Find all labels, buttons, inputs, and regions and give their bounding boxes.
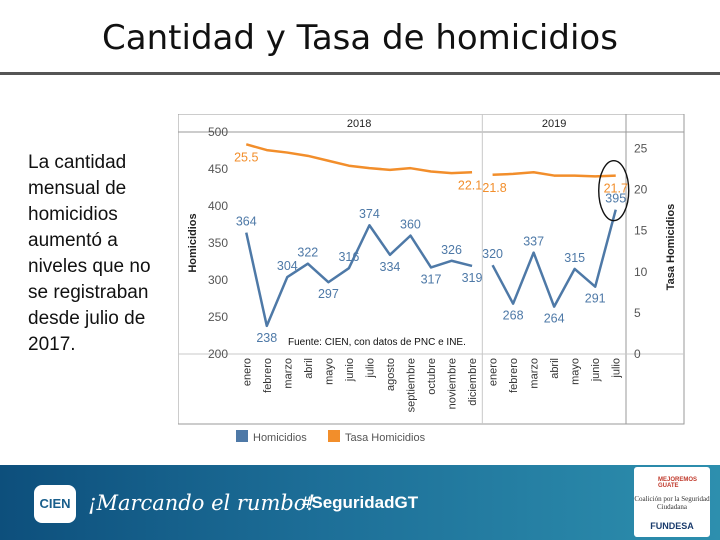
data-label-homicidios: 316 [338, 250, 359, 264]
year-label-2019: 2019 [542, 118, 566, 130]
legend-swatch [236, 430, 248, 442]
x-tick-label: junio [344, 358, 356, 382]
x-tick-label: enero [488, 358, 500, 386]
x-tick-label: octubre [426, 358, 438, 395]
data-label-homicidios: 360 [400, 218, 421, 232]
data-label-homicidios: 326 [441, 243, 462, 257]
data-label-homicidios: 322 [297, 246, 318, 260]
hashtag: #SeguridadGT [301, 493, 419, 512]
data-label-homicidios: 364 [236, 215, 257, 229]
x-tick-label: mayo [323, 358, 335, 385]
data-label-homicidios: 297 [318, 287, 339, 301]
x-tick-label: septiembre [405, 358, 417, 412]
x-tick-label: marzo [282, 358, 294, 389]
data-label-homicidios: 334 [380, 260, 401, 274]
y2-tick-label: 20 [634, 183, 648, 197]
y2-tick-label: 10 [634, 265, 648, 279]
data-label-homicidios: 337 [523, 235, 544, 249]
x-tick-label: marzo [529, 358, 541, 389]
x-tick-label: febrero [262, 358, 274, 393]
data-label-tasa-homicidios: 25.5 [234, 150, 258, 164]
series-line-homicidios [245, 223, 473, 328]
data-label-homicidios: 320 [482, 247, 503, 261]
x-tick-label: agosto [385, 358, 397, 391]
y2-axis-title: Tasa Homicidios [665, 204, 677, 291]
data-label-homicidios: 317 [421, 272, 442, 286]
footer-banner: CIEN ¡Marcando el rumbo! #SeguridadGT ME… [0, 465, 720, 540]
x-tick-label: diciembre [467, 358, 479, 406]
y-tick-label: 350 [208, 236, 228, 250]
fundesa-label: FUNDESA [650, 521, 694, 531]
cien-logo: CIEN [34, 485, 76, 523]
y-tick-label: 300 [208, 273, 228, 287]
y2-tick-label: 15 [634, 224, 648, 238]
y-axis-title: Homicidios [187, 213, 199, 272]
data-label-homicidios: 315 [564, 251, 585, 265]
title-divider [0, 72, 720, 75]
y-tick-label: 200 [208, 347, 228, 361]
series-line-tasa-homicidios [245, 143, 473, 175]
x-tick-label: noviembre [447, 358, 459, 409]
data-label-tasa-homicidios: 22.1 [458, 178, 482, 192]
series-line-tasa-homicidios [492, 171, 616, 178]
y-tick-label: 250 [208, 310, 228, 324]
data-label-homicidios: 319 [462, 271, 483, 285]
x-tick-label: febrero [508, 358, 520, 393]
x-tick-label: mayo [570, 358, 582, 385]
x-tick-label: enero [241, 358, 253, 386]
legend-label: Tasa Homicidios [345, 432, 426, 444]
data-label-homicidios: 304 [277, 259, 298, 273]
year-label-2018: 2018 [347, 118, 371, 130]
mejoremos-guate-label: MEJOREMOS GUATE [658, 477, 698, 489]
y2-tick-label: 0 [634, 347, 641, 361]
highlight-ellipse [598, 159, 630, 222]
data-label-homicidios: 264 [544, 312, 565, 326]
y2-tick-label: 5 [634, 306, 641, 320]
partner-logo-box: MEJOREMOS GUATE Coalición por la Segurid… [634, 467, 710, 537]
source-note: Fuente: CIEN, con datos de PNC e INE. [288, 337, 466, 348]
legend-label: Homicidios [253, 432, 307, 444]
legend-swatch [328, 430, 340, 442]
y-tick-label: 400 [208, 199, 228, 213]
y-tick-label: 500 [208, 125, 228, 139]
data-label-homicidios: 374 [359, 207, 380, 221]
homicides-chart: 2018 2019 200250300350400450500Homicidios… [178, 114, 685, 444]
x-tick-label: julio [364, 358, 376, 379]
x-tick-label: abril [303, 358, 315, 379]
data-label-homicidios: 291 [585, 292, 606, 306]
series-line-homicidios [491, 209, 617, 308]
y2-tick-label: 25 [634, 141, 648, 155]
side-commentary: La cantidad mensual de homicidios aument… [28, 152, 151, 355]
y-tick-label: 450 [208, 162, 228, 176]
x-tick-label: abril [549, 358, 561, 379]
page-title: Cantidad y Tasa de homicidios [102, 18, 618, 58]
data-label-tasa-homicidios: 21.7 [604, 182, 628, 196]
data-label-tasa-homicidios: 21.8 [482, 181, 506, 195]
data-label-homicidios: 395 [605, 192, 626, 206]
x-tick-label: julio [611, 358, 623, 379]
x-tick-label: junio [590, 358, 602, 382]
data-label-homicidios: 238 [256, 331, 277, 345]
coalicion-label: Coalición por la Seguridad Ciudadana [634, 495, 710, 511]
slogan: ¡Marcando el rumbo! [88, 491, 315, 515]
data-label-homicidios: 268 [503, 309, 524, 323]
